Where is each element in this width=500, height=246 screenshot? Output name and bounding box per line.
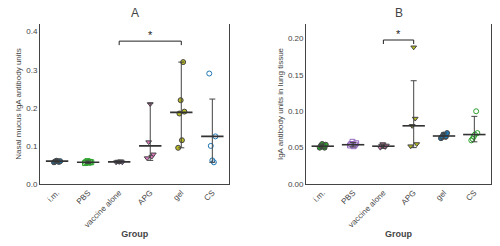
svg-text:0.10: 0.10 bbox=[288, 107, 304, 116]
svg-text:0.05: 0.05 bbox=[288, 143, 304, 152]
svg-text:0.1: 0.1 bbox=[26, 142, 38, 151]
svg-text:0.00: 0.00 bbox=[288, 180, 304, 189]
svg-text:0.0: 0.0 bbox=[26, 180, 38, 189]
svg-text:PBS: PBS bbox=[340, 188, 358, 206]
svg-text:0.3: 0.3 bbox=[26, 66, 38, 75]
svg-text:i.m.: i.m. bbox=[312, 188, 327, 203]
svg-text:0.15: 0.15 bbox=[288, 71, 304, 80]
svg-text:Nasal mucus IgA antibody units: Nasal mucus IgA antibody units bbox=[14, 48, 23, 160]
svg-text:vaccine alone: vaccine alone bbox=[347, 188, 388, 229]
svg-text:vaccine alone: vaccine alone bbox=[82, 188, 123, 229]
svg-text:Group: Group bbox=[385, 229, 412, 239]
svg-text:B: B bbox=[395, 6, 403, 20]
svg-text:A: A bbox=[131, 6, 139, 20]
svg-text:*: * bbox=[396, 28, 401, 40]
svg-text:APG: APG bbox=[136, 188, 154, 206]
svg-text:IgA antibody units in lung tis: IgA antibody units in lung tissue bbox=[276, 47, 285, 160]
svg-text:APG: APG bbox=[400, 188, 418, 206]
svg-text:0.20: 0.20 bbox=[288, 34, 304, 43]
svg-text:0.4: 0.4 bbox=[26, 27, 38, 36]
svg-text:gel: gel bbox=[172, 188, 186, 202]
svg-text:i.m.: i.m. bbox=[46, 188, 61, 203]
svg-text:PBS: PBS bbox=[75, 188, 93, 206]
svg-text:0.2: 0.2 bbox=[26, 104, 38, 113]
svg-text:*: * bbox=[148, 29, 153, 41]
svg-text:Group: Group bbox=[121, 229, 148, 239]
svg-text:CS: CS bbox=[464, 188, 478, 202]
svg-text:CS: CS bbox=[202, 188, 216, 202]
svg-text:gel: gel bbox=[434, 188, 448, 202]
